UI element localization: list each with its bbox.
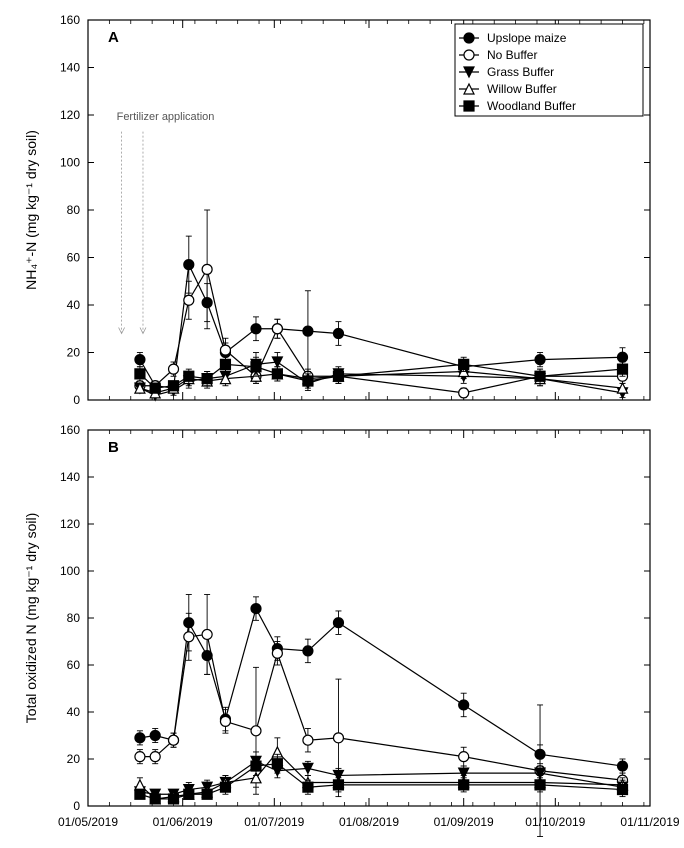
svg-text:140: 140	[60, 61, 80, 75]
svg-text:20: 20	[67, 346, 81, 360]
svg-text:01/11/2019: 01/11/2019	[620, 815, 679, 829]
svg-text:Grass Buffer: Grass Buffer	[487, 65, 554, 79]
svg-text:160: 160	[60, 423, 80, 437]
svg-text:160: 160	[60, 13, 80, 27]
svg-text:Willow Buffer: Willow Buffer	[487, 82, 557, 96]
svg-text:60: 60	[67, 251, 81, 265]
svg-text:01/09/2019: 01/09/2019	[434, 815, 494, 829]
svg-text:20: 20	[67, 752, 81, 766]
svg-text:NH₄⁺-N (mg kg⁻¹ dry soil): NH₄⁺-N (mg kg⁻¹ dry soil)	[23, 130, 39, 290]
svg-text:100: 100	[60, 564, 80, 578]
svg-text:No Buffer: No Buffer	[487, 48, 537, 62]
svg-text:01/08/2019: 01/08/2019	[339, 815, 399, 829]
chart-svg: 0 20 40 60 80 100 120 140 160 NH₄⁺-N (mg kg⁻¹ dry…	[0, 0, 684, 848]
svg-text:60: 60	[67, 658, 81, 672]
svg-text:120: 120	[60, 517, 80, 531]
svg-text:01/06/2019: 01/06/2019	[153, 815, 213, 829]
svg-text:0: 0	[73, 799, 80, 813]
svg-text:100: 100	[60, 156, 80, 170]
svg-text:B: B	[108, 439, 119, 456]
svg-text:40: 40	[67, 298, 81, 312]
figure-container: 0 20 40 60 80 100 120 140 160 NH₄⁺-N (mg kg⁻¹ dry…	[0, 0, 684, 848]
svg-text:01/10/2019: 01/10/2019	[525, 815, 585, 829]
svg-text:Upslope maize: Upslope maize	[487, 31, 567, 45]
svg-text:40: 40	[67, 705, 81, 719]
svg-text:01/07/2019: 01/07/2019	[244, 815, 304, 829]
svg-text:Fertilizer application: Fertilizer application	[117, 111, 215, 123]
svg-text:Woodland Buffer: Woodland Buffer	[487, 99, 576, 113]
svg-text:0: 0	[73, 393, 80, 407]
svg-text:140: 140	[60, 470, 80, 484]
svg-text:120: 120	[60, 108, 80, 122]
svg-text:01/05/2019: 01/05/2019	[58, 815, 118, 829]
svg-text:A: A	[108, 29, 119, 46]
svg-text:80: 80	[67, 203, 81, 217]
svg-text:Total oxidized N (mg kg⁻¹ dry: Total oxidized N (mg kg⁻¹ dry soil)	[23, 513, 39, 723]
svg-text:80: 80	[67, 611, 81, 625]
